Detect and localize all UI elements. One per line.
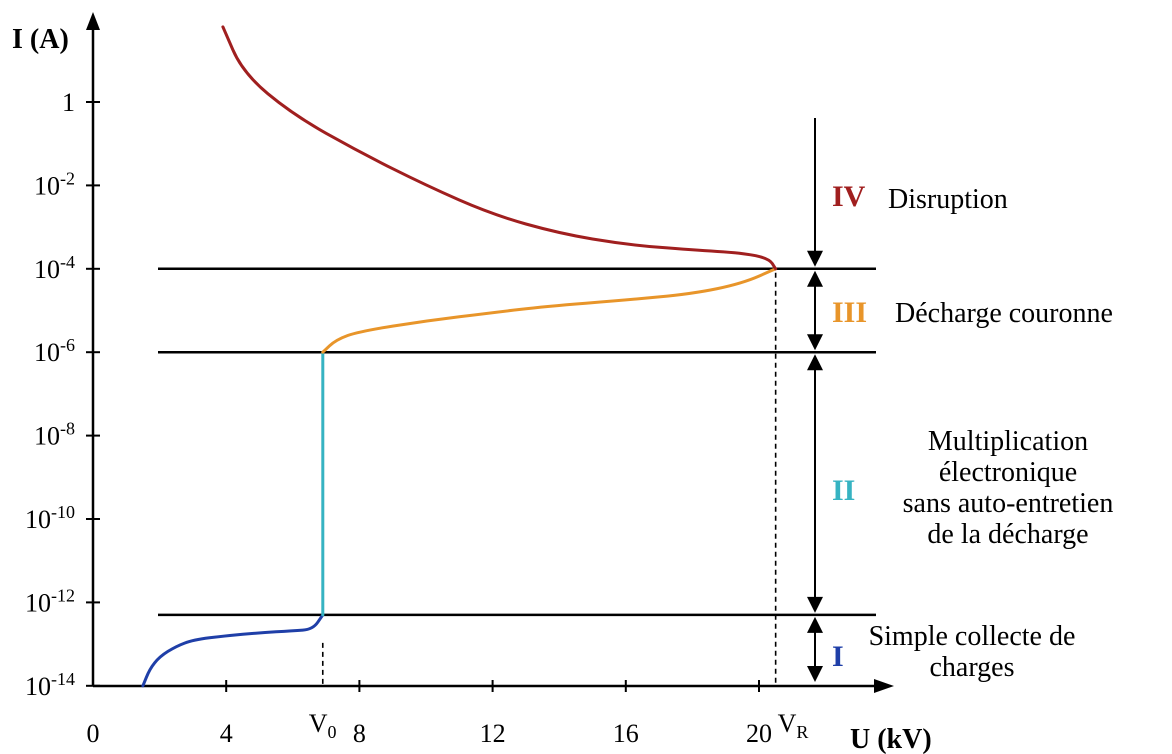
series-line	[221, 25, 778, 271]
x-tick-label: 8	[353, 719, 366, 748]
threshold-lines	[158, 267, 876, 617]
x-tick-label: 4	[220, 719, 233, 748]
series-line	[141, 613, 325, 688]
region-name-line: Multiplication	[928, 426, 1088, 457]
x-axis-label: U (kV)	[850, 724, 932, 754]
y-tick-label: 10-14	[25, 669, 75, 701]
arrow-head-down	[807, 250, 823, 267]
y-tick-label: 10-8	[34, 419, 75, 451]
series	[141, 25, 778, 688]
arrow-head-down	[807, 596, 823, 613]
region-roman-label: IV	[832, 180, 866, 213]
region-arrows	[807, 118, 823, 682]
x-axis-arrow	[874, 679, 894, 693]
series-line	[321, 267, 778, 354]
y-tick-label: 1	[62, 88, 75, 117]
axes	[86, 12, 894, 693]
region-roman-label: I	[832, 640, 844, 673]
y-tick-label: 10-2	[34, 168, 75, 200]
region-name-line: sans auto-entretien	[903, 488, 1114, 519]
arrow-head-up	[807, 354, 823, 371]
region-roman-label: II	[832, 474, 855, 507]
arrow-head-down	[807, 666, 823, 682]
region-name-line: électronique	[939, 457, 1077, 488]
y-tick-label: 10-4	[34, 252, 75, 284]
x-tick-label: 0	[87, 719, 100, 748]
marker-label: V0	[309, 709, 337, 742]
ticks: 0 4 8 12 16 20 1 10-2 10-4 10-6 10-8 10-10 10-12 10-1…	[25, 88, 772, 748]
y-tick-label: 10-6	[34, 335, 75, 367]
marker-guides	[321, 272, 777, 684]
x-tick-label: 12	[480, 719, 506, 748]
marker-label: VR	[778, 709, 809, 742]
region-roman-label: III	[832, 296, 867, 329]
region-name-line: Disruption	[888, 184, 1008, 215]
y-tick-label: 10-12	[25, 585, 75, 617]
labels: V0 VR IV Disruption III Décharge couronne II Mu…	[309, 180, 1114, 742]
region-name-line: de la décharge	[927, 519, 1088, 550]
y-axis-arrow	[86, 12, 100, 30]
arrow-head-down	[807, 334, 823, 351]
x-tick-label: 20	[746, 719, 772, 748]
region-name-line: charges	[930, 652, 1015, 683]
region-name-line: Décharge couronne	[895, 298, 1113, 329]
arrow-head-up	[807, 270, 823, 287]
x-tick-label: 16	[613, 719, 639, 748]
region-name-line: Simple collecte de	[869, 621, 1076, 652]
arrow-head-up	[807, 616, 823, 633]
y-tick-label: 10-10	[25, 502, 75, 534]
y-axis-label: I (A)	[12, 24, 69, 55]
